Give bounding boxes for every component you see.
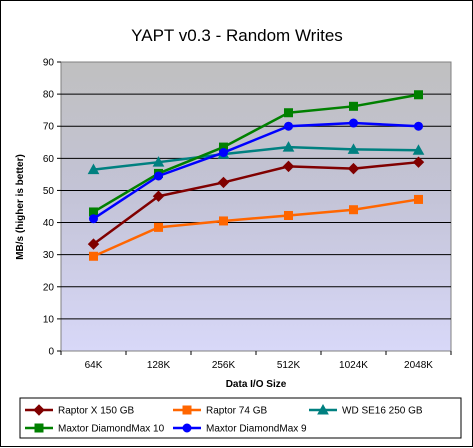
x-tick-label: 1024K	[339, 360, 368, 371]
data-point	[349, 101, 358, 111]
legend-marker	[182, 405, 192, 415]
data-point	[349, 118, 358, 128]
legend-label: Maxtor DiamondMax 9	[206, 424, 307, 435]
x-tick-label: 512K	[277, 360, 301, 371]
data-point	[414, 90, 423, 100]
y-tick-label: 10	[43, 314, 55, 325]
series-0	[87, 156, 425, 250]
y-tick-label: 30	[43, 250, 55, 261]
y-tick-label: 0	[48, 347, 54, 358]
data-point	[349, 205, 358, 215]
y-tick-label: 80	[43, 90, 55, 101]
data-point	[284, 210, 293, 220]
data-point	[89, 251, 98, 261]
legend-label: Maxtor DiamondMax 10	[58, 424, 165, 435]
series-line	[92, 93, 419, 214]
legend-label: Raptor 74 GB	[206, 406, 267, 417]
y-tick-label: 60	[43, 154, 55, 165]
legend-item: Maxtor DiamondMax 9	[173, 423, 307, 435]
data-point	[154, 222, 163, 232]
series-line	[92, 160, 419, 246]
y-tick-label: 50	[43, 186, 55, 197]
y-axis-label: MB/s (higher is better)	[15, 154, 26, 260]
chart-title: YAPT v0.3 - Random Writes	[131, 26, 343, 45]
data-point	[154, 171, 163, 181]
data-point	[152, 190, 165, 202]
data-point	[414, 121, 423, 131]
legend-marker	[317, 403, 329, 415]
plot-area	[60, 61, 452, 352]
data-point	[412, 156, 425, 168]
series-1	[89, 194, 423, 261]
legend-item: Raptor 74 GB	[173, 405, 267, 417]
legend-item: Raptor X 150 GB	[25, 404, 134, 417]
series-line	[93, 145, 419, 171]
data-point	[87, 163, 100, 175]
legend-label: WD SE16 250 GB	[342, 406, 423, 417]
legend-item: Maxtor DiamondMax 10	[25, 423, 165, 435]
y-tick-label: 20	[43, 282, 55, 293]
x-tick-label: 128K	[147, 360, 171, 371]
data-point	[412, 144, 425, 155]
legend-marker	[33, 404, 45, 416]
x-tick-label: 256K	[212, 360, 236, 371]
series-lines	[87, 90, 425, 261]
legend-box	[19, 397, 462, 439]
data-point	[284, 121, 293, 131]
data-point	[217, 176, 230, 189]
legend-item: WD SE16 250 GB	[309, 403, 423, 417]
series-line	[92, 198, 419, 258]
x-axis-ticks: 64K 128K 256K 512K 1024K 2048K	[60, 351, 452, 371]
y-axis-ticks: 0 10 20 30 40 50 60 70 80 90	[43, 58, 61, 358]
data-point	[414, 194, 423, 204]
legend-marker	[182, 423, 192, 433]
x-tick-label: 2048K	[404, 360, 433, 371]
data-point	[282, 141, 295, 152]
data-point	[219, 216, 228, 226]
x-tick-label: 64K	[85, 360, 103, 371]
series-4	[89, 118, 423, 224]
y-tick-label: 70	[43, 122, 55, 133]
legend-marker	[34, 423, 44, 433]
gridlines	[61, 93, 451, 320]
legend-label: Raptor X 150 GB	[58, 406, 134, 417]
data-point	[284, 108, 293, 118]
data-point	[89, 214, 98, 224]
series-line	[92, 121, 419, 220]
y-tick-label: 40	[43, 218, 55, 229]
data-point	[87, 238, 100, 250]
legend: Raptor X 150 GB Raptor 74 GB WD SE16 250 G…	[25, 403, 423, 435]
data-point	[347, 162, 360, 175]
x-axis-label: Data I/O Size	[226, 379, 287, 390]
data-point	[152, 156, 165, 167]
y-tick-label: 90	[43, 58, 55, 69]
data-point	[282, 160, 295, 173]
data-point	[219, 148, 228, 158]
data-point	[347, 143, 360, 154]
